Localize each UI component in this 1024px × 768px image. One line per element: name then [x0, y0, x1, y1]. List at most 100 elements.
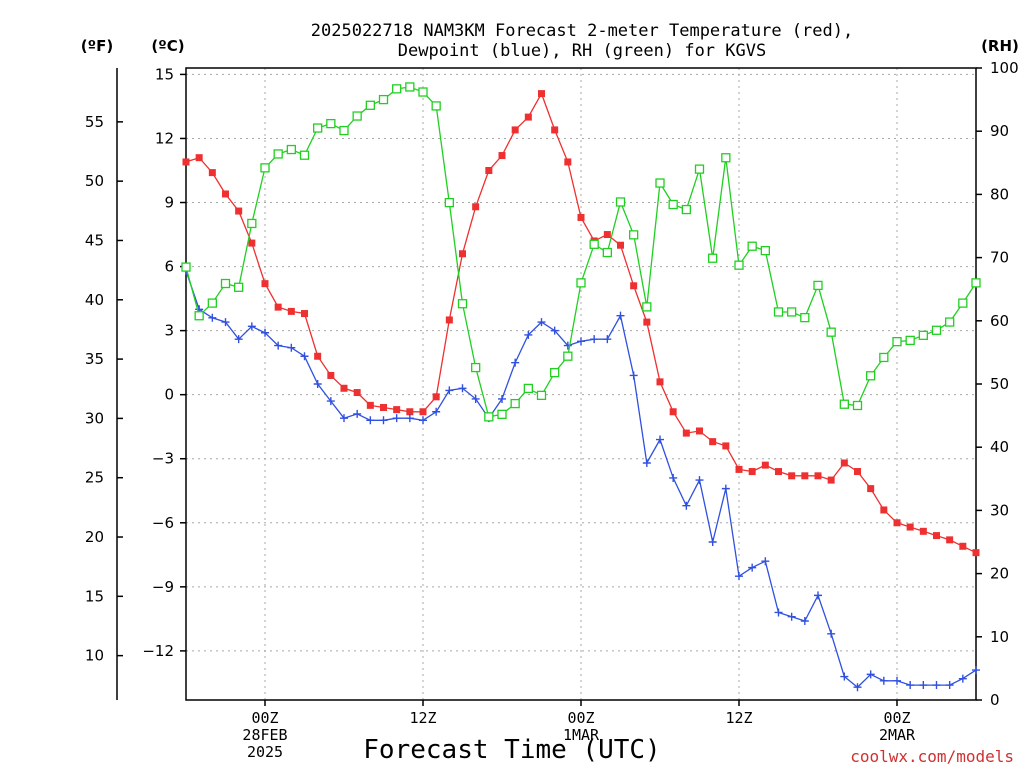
data-point	[735, 572, 743, 581]
data-point	[261, 280, 269, 288]
celsius-tick-label: −9	[152, 578, 174, 596]
data-point	[642, 302, 652, 312]
data-point	[906, 523, 914, 531]
data-point	[419, 416, 427, 425]
data-point	[629, 230, 639, 240]
data-point	[352, 111, 362, 121]
data-point	[208, 169, 216, 177]
data-point	[669, 473, 678, 482]
data-point	[788, 472, 796, 480]
data-point	[247, 322, 256, 331]
fahrenheit-tick-label: 55	[85, 113, 104, 131]
data-point	[550, 367, 560, 378]
data-point	[365, 100, 375, 110]
celsius-tick-label: 15	[155, 65, 174, 83]
data-point	[497, 409, 507, 419]
data-point	[893, 676, 901, 685]
data-point	[313, 380, 322, 388]
data-point	[761, 557, 770, 566]
data-point	[366, 401, 374, 409]
data-point	[747, 241, 757, 251]
data-point	[537, 318, 546, 327]
data-point	[840, 672, 849, 681]
data-point	[181, 262, 191, 272]
data-point	[853, 683, 862, 692]
data-point	[524, 113, 532, 121]
grid-lines	[186, 68, 976, 700]
data-point	[959, 542, 967, 550]
data-point	[813, 280, 823, 291]
time-tick-label: 28FEB	[242, 726, 287, 744]
celsius-tick-label: 0	[164, 386, 174, 404]
series-0	[182, 90, 980, 557]
plot-area-frame	[185, 67, 977, 701]
data-point	[220, 278, 231, 289]
data-point	[682, 429, 690, 437]
series-line	[185, 86, 977, 418]
data-point	[602, 247, 612, 258]
data-point	[840, 459, 848, 467]
data-point	[313, 123, 323, 133]
series-2	[181, 82, 981, 422]
data-point	[445, 386, 454, 395]
data-point	[431, 101, 441, 111]
data-point	[708, 253, 718, 263]
celsius-tick-label: 3	[164, 322, 174, 340]
data-point	[931, 325, 942, 335]
data-point	[958, 674, 967, 683]
data-point	[801, 472, 809, 480]
data-point	[616, 311, 625, 320]
data-point	[247, 218, 257, 229]
data-point	[630, 282, 638, 290]
data-point	[182, 158, 190, 166]
data-point	[721, 484, 730, 493]
data-point	[629, 371, 638, 380]
data-point	[787, 307, 797, 317]
fahrenheit-tick-label: 45	[85, 231, 104, 249]
data-point	[906, 681, 915, 690]
fahrenheit-tick-label: 40	[85, 291, 104, 309]
data-point	[880, 506, 888, 514]
data-point	[274, 341, 283, 350]
data-point	[748, 563, 757, 572]
x-axis-label: Forecast Time (UTC)	[363, 735, 660, 765]
data-point	[734, 260, 744, 270]
rh-tick-label: 10	[990, 628, 1009, 646]
data-point	[722, 442, 730, 450]
data-point	[971, 278, 981, 288]
celsius-tick-label: −6	[152, 514, 174, 532]
data-point	[195, 154, 203, 162]
data-point	[656, 378, 664, 386]
data-point	[787, 612, 796, 621]
data-point	[814, 472, 822, 480]
data-point	[287, 343, 296, 352]
time-tick-label: 2025	[247, 743, 283, 761]
data-point	[339, 125, 349, 136]
data-point	[551, 126, 559, 134]
data-point	[498, 394, 506, 403]
celsius-tick-label: 6	[164, 258, 174, 276]
data-point	[444, 197, 454, 208]
time-tick-label: 1MAR	[563, 726, 600, 744]
data-point	[694, 164, 705, 174]
rh-tick-label: 20	[990, 565, 1009, 583]
data-point	[327, 371, 335, 379]
data-point	[695, 476, 704, 485]
data-point	[735, 465, 743, 473]
data-point	[234, 282, 244, 292]
data-point	[234, 335, 243, 344]
data-point	[866, 371, 876, 381]
time-tick-label: 00Z	[251, 709, 278, 727]
data-point	[589, 239, 599, 249]
data-point	[393, 406, 401, 414]
fahrenheit-tick-label: 35	[85, 350, 104, 368]
data-point	[655, 178, 665, 188]
data-point	[286, 144, 296, 155]
rh-tick-label: 100	[990, 59, 1019, 77]
data-point	[696, 427, 703, 435]
data-point	[457, 299, 468, 309]
data-point	[392, 84, 402, 94]
rh-tick-label: 30	[990, 501, 1009, 519]
